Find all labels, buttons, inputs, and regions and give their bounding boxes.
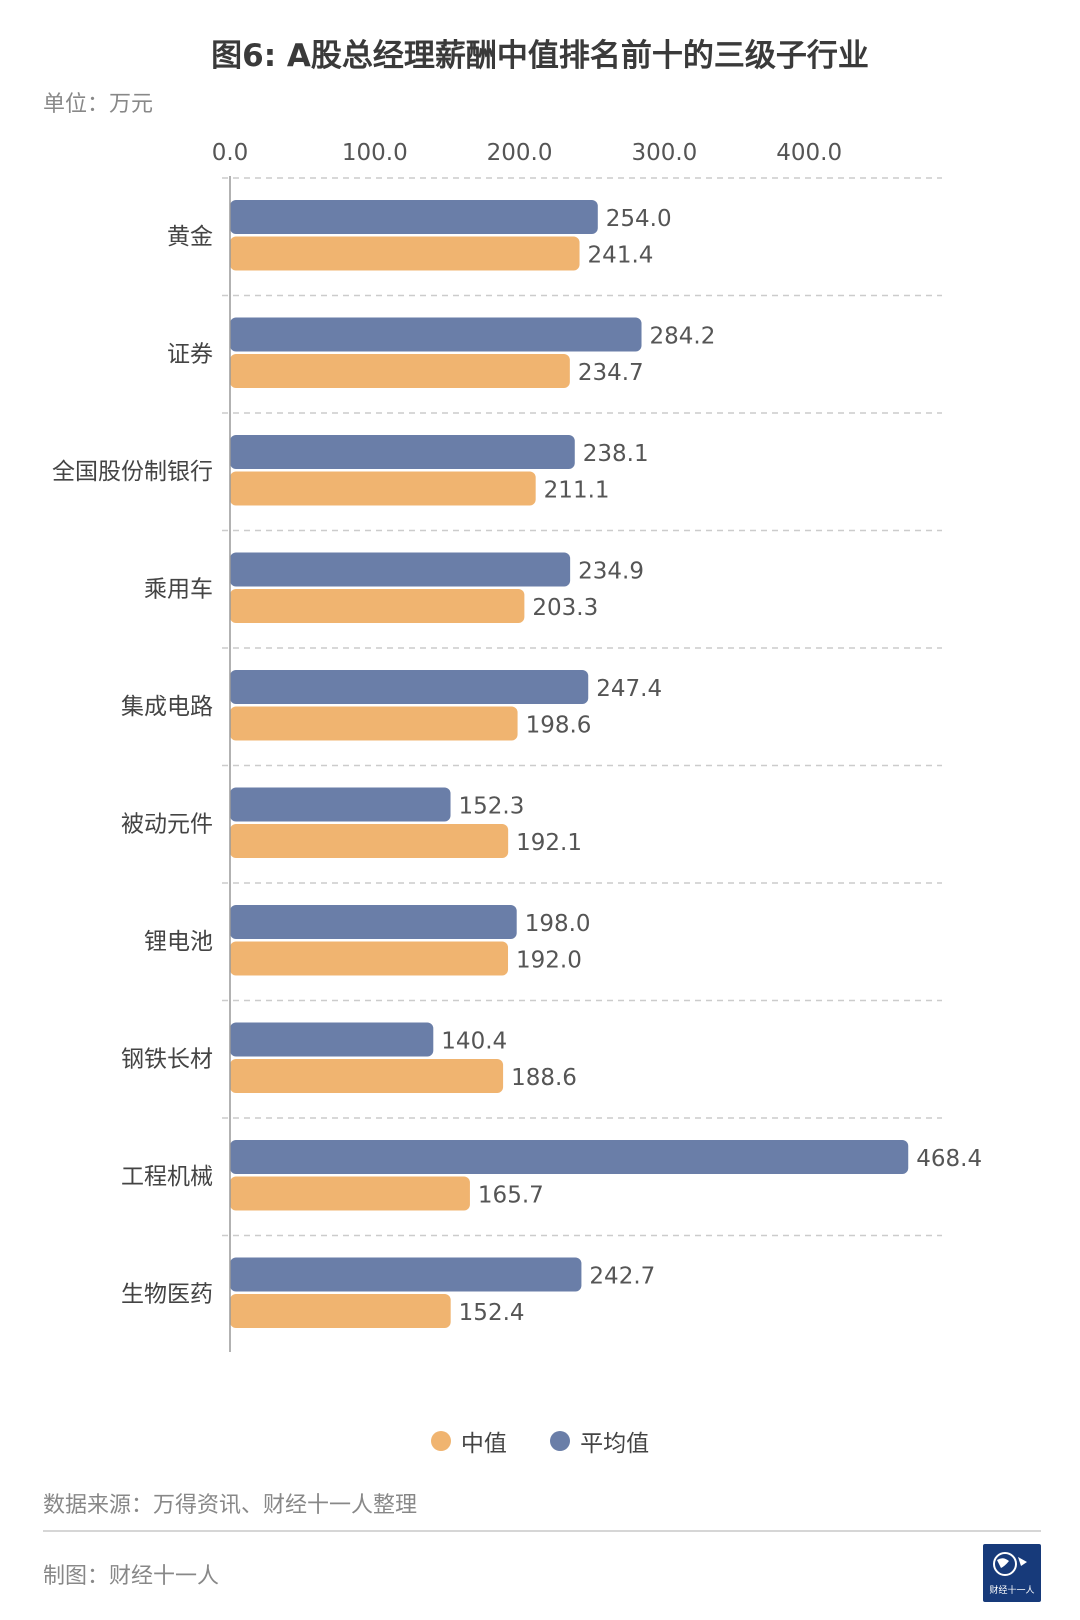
data-label-median: 188.6	[511, 1065, 577, 1091]
bar-median	[230, 354, 570, 388]
brand-logo: 财经十一人	[983, 1544, 1041, 1602]
bar-mean	[230, 435, 575, 469]
globe-icon	[993, 1552, 1027, 1576]
category-label: 生物医药	[121, 1282, 213, 1308]
legend-label-mean: 平均值	[580, 1431, 650, 1457]
data-label-mean: 140.4	[441, 1029, 507, 1055]
category-label: 锂电池	[144, 929, 213, 955]
unit-label: 单位：万元	[43, 92, 154, 117]
bar-median	[230, 824, 509, 858]
data-label-mean: 284.2	[650, 324, 716, 350]
bar-mean	[230, 1140, 909, 1174]
bar-chart: 0.0 100.0 200.0 300.0 400.0 黄金 254.0 241.4 证券 284…	[52, 140, 982, 1352]
category-label: 乘用车	[144, 577, 213, 603]
data-label-median: 192.0	[516, 948, 582, 974]
data-label-mean: 254.0	[606, 206, 672, 232]
bar-median	[230, 236, 580, 271]
category-label: 黄金	[167, 224, 213, 250]
x-tick-label: 300.0	[631, 140, 697, 166]
bar-median	[230, 1176, 470, 1211]
legend-swatch-mean	[550, 1431, 571, 1451]
category-label: 全国股份制银行	[52, 459, 213, 485]
data-label-median: 152.4	[459, 1300, 525, 1326]
footer-divider	[43, 1530, 1041, 1532]
data-label-median: 203.3	[532, 595, 598, 621]
bar-median	[230, 1294, 451, 1328]
logo-text: 财经十一人	[989, 1586, 1035, 1596]
legend: 中值 平均值	[0, 1424, 1080, 1458]
x-tick-label: 200.0	[487, 140, 553, 166]
data-label-median: 211.1	[544, 478, 610, 504]
category-label: 钢铁长材	[121, 1047, 213, 1073]
bar-median	[230, 706, 518, 741]
data-label-mean: 247.4	[596, 676, 662, 702]
legend-item-median: 中值	[430, 1424, 507, 1458]
bar-mean	[230, 905, 517, 939]
source-note: 数据来源：万得资讯、财经十一人整理	[43, 1493, 418, 1518]
data-label-median: 241.4	[588, 243, 654, 269]
bar-mean	[230, 317, 642, 352]
bar-mean	[230, 670, 589, 704]
data-label-mean: 238.1	[583, 441, 649, 467]
bar-median	[230, 1059, 504, 1093]
category-label: 被动元件	[121, 812, 213, 838]
data-label-mean: 468.4	[916, 1146, 982, 1172]
x-tick-label: 400.0	[776, 140, 842, 166]
legend-item-mean: 平均值	[550, 1424, 649, 1458]
maker-note: 制图：财经十一人	[43, 1564, 220, 1589]
data-label-median: 234.7	[578, 360, 644, 386]
data-label-median: 165.7	[478, 1183, 544, 1209]
data-label-mean: 234.9	[578, 559, 644, 585]
x-tick-label: 100.0	[342, 140, 408, 166]
data-label-median: 192.1	[516, 830, 582, 856]
category-label: 集成电路	[121, 694, 213, 720]
data-label-mean: 242.7	[589, 1264, 655, 1290]
bar-median	[230, 589, 525, 623]
x-tick-label: 0.0	[212, 140, 249, 166]
data-label-median: 198.6	[526, 713, 592, 739]
data-label-mean: 152.3	[459, 794, 525, 820]
legend-label-median: 中值	[460, 1431, 507, 1457]
bar-median	[230, 471, 536, 506]
bar-mean	[230, 200, 598, 234]
bar-mean	[230, 1022, 434, 1057]
legend-swatch-median	[430, 1431, 451, 1451]
bar-median	[230, 941, 509, 976]
bar-mean	[230, 552, 571, 587]
chart-title: 图6: A股总经理薪酬中值排名前十的三级子行业	[211, 38, 869, 74]
category-label: 工程机械	[121, 1164, 213, 1190]
category-label: 证券	[167, 342, 213, 368]
data-label-mean: 198.0	[525, 911, 591, 937]
bar-mean	[230, 1257, 582, 1292]
bar-mean	[230, 787, 451, 822]
